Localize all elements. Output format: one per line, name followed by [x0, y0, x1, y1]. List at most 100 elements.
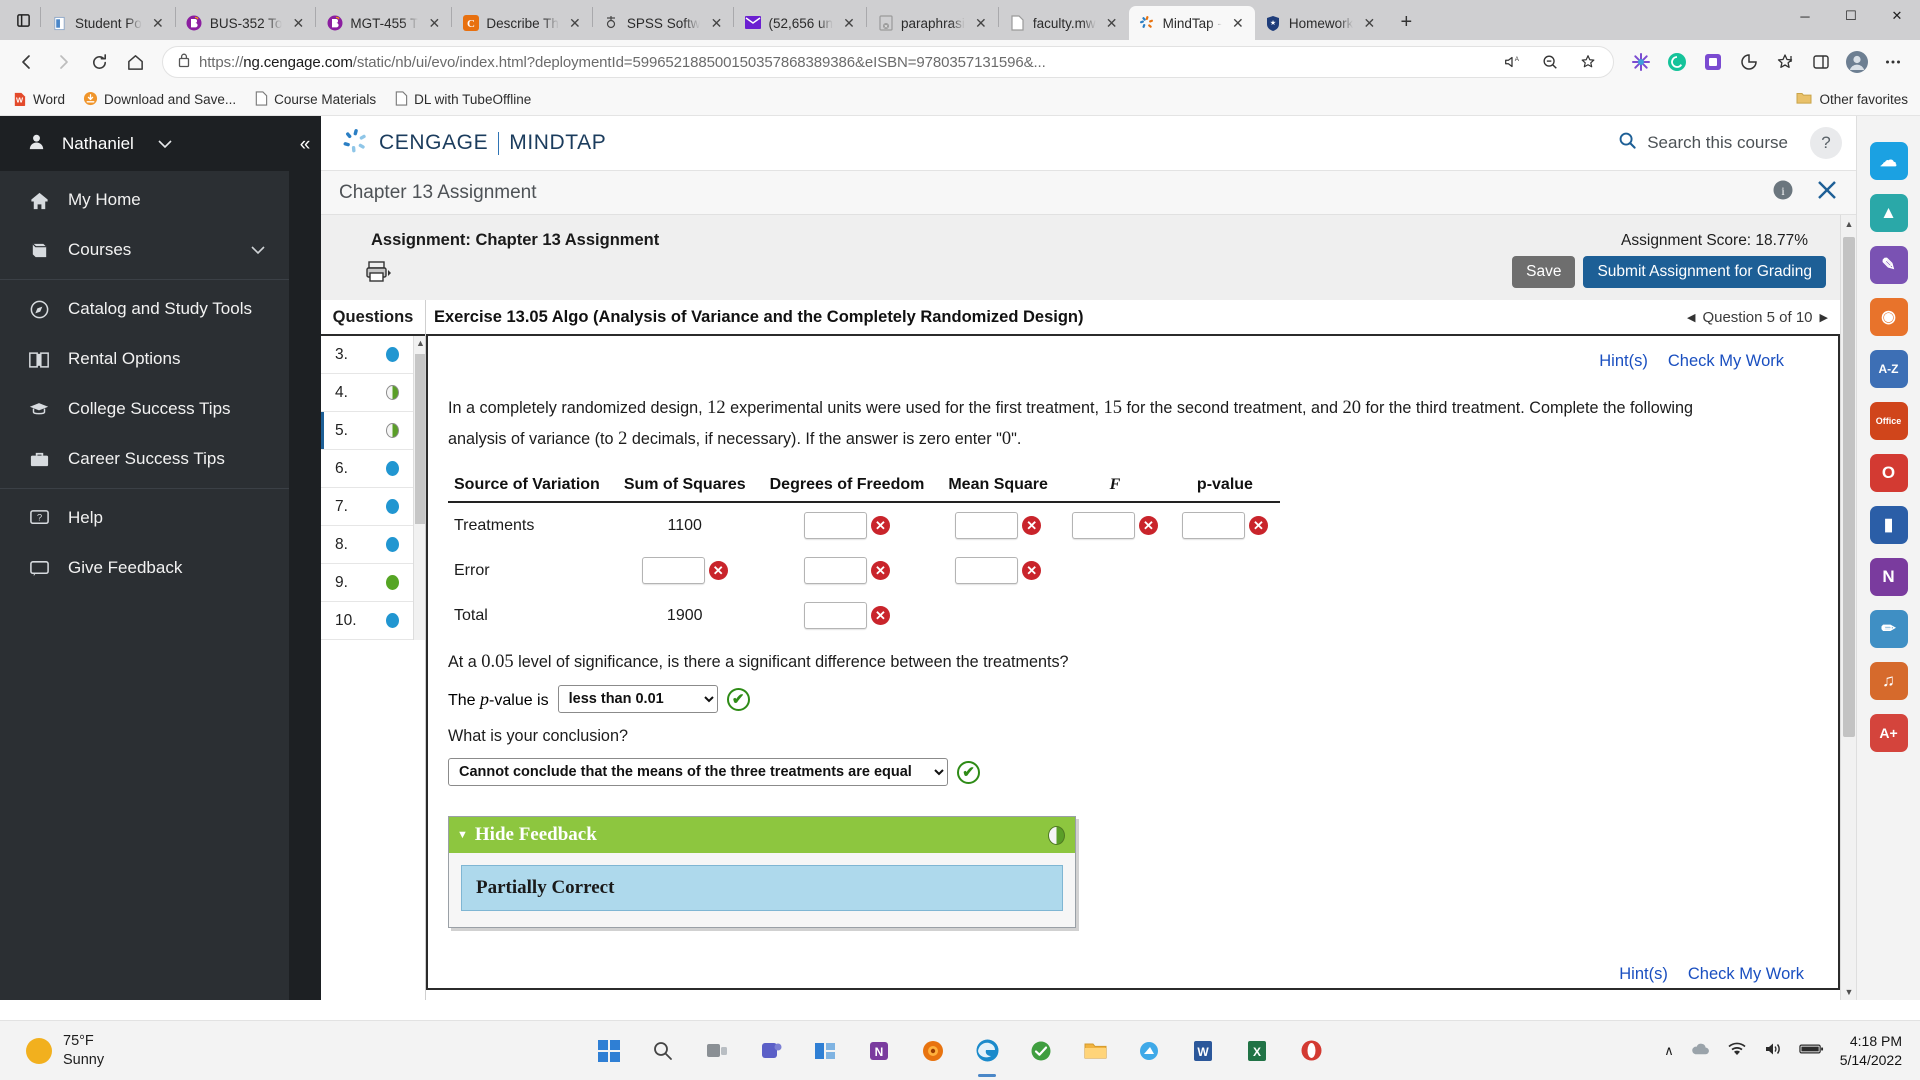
- course-search[interactable]: Search this course: [1618, 131, 1810, 155]
- browser-tab[interactable]: faculty.mw ✕: [999, 6, 1129, 40]
- question-nav-item[interactable]: 9.: [321, 564, 425, 602]
- battery-icon[interactable]: [1799, 1042, 1824, 1059]
- scrollbar-thumb[interactable]: [415, 354, 425, 524]
- question-nav-item[interactable]: 10.: [321, 602, 425, 640]
- close-window-button[interactable]: ✕: [1891, 8, 1903, 23]
- question-nav-item[interactable]: 3.: [321, 336, 425, 374]
- error-degrees-of-freedom-input[interactable]: [803, 557, 867, 585]
- close-icon[interactable]: ✕: [292, 15, 305, 31]
- submit-assignment-button[interactable]: Submit Assignment for Grading: [1583, 256, 1826, 288]
- sound-icon[interactable]: ♫: [1869, 662, 1908, 700]
- user-menu[interactable]: Nathaniel: [0, 116, 289, 171]
- treatments-p-value-input[interactable]: [1181, 512, 1245, 540]
- p-value-select[interactable]: less than 0.01: [557, 685, 718, 714]
- search-icon[interactable]: [646, 1034, 680, 1068]
- treatments-mean-square-input[interactable]: [955, 512, 1019, 540]
- bookmark-item[interactable]: DL with TubeOffline: [394, 90, 531, 109]
- error-sum-of-squares-input[interactable]: [641, 557, 705, 585]
- close-icon[interactable]: ✕: [710, 15, 723, 31]
- browser-tab-active[interactable]: MindTap - ✕: [1128, 6, 1255, 40]
- hints-link[interactable]: Hint(s): [1599, 352, 1648, 370]
- question-nav-item[interactable]: 4.: [321, 374, 425, 412]
- browser-tab[interactable]: SPSS Softw ✕: [593, 6, 734, 40]
- close-icon[interactable]: ✕: [974, 15, 987, 31]
- task-view-icon[interactable]: [700, 1034, 734, 1068]
- browser-tab[interactable]: C Describe Th ✕: [452, 6, 592, 40]
- question-nav-item[interactable]: 6.: [321, 450, 425, 488]
- opera-taskbar-icon[interactable]: [1294, 1034, 1328, 1068]
- onedrive-icon[interactable]: ☁: [1869, 142, 1908, 180]
- hints-link-bottom[interactable]: Hint(s): [1619, 965, 1668, 983]
- other-favorites[interactable]: Other favorites: [1796, 91, 1908, 108]
- word-taskbar-icon[interactable]: W: [1186, 1034, 1220, 1068]
- sidebar-collapse-button[interactable]: «: [289, 116, 321, 1000]
- pencil-icon[interactable]: ✏: [1869, 610, 1908, 648]
- info-icon[interactable]: i: [1772, 179, 1794, 206]
- check-app-icon[interactable]: [1024, 1034, 1058, 1068]
- close-icon[interactable]: ✕: [1232, 15, 1244, 31]
- check-my-work-link[interactable]: Check My Work: [1667, 352, 1784, 370]
- forward-icon[interactable]: [46, 45, 80, 79]
- close-icon[interactable]: ✕: [843, 15, 855, 31]
- close-icon[interactable]: ✕: [1105, 15, 1118, 31]
- scroll-up-icon[interactable]: ▲: [1844, 218, 1854, 229]
- minimize-button[interactable]: ─: [1800, 8, 1810, 24]
- extension-colorful-icon[interactable]: [1624, 45, 1658, 79]
- sidebar-item-courses[interactable]: Courses: [0, 225, 289, 275]
- tray-expand-icon[interactable]: ∧: [1664, 1042, 1674, 1058]
- assignment-scrollbar[interactable]: ▲ ▼: [1840, 215, 1856, 1000]
- edge-icon[interactable]: [970, 1034, 1004, 1068]
- check-my-work-link-bottom[interactable]: Check My Work: [1687, 965, 1804, 983]
- sidebar-item-career-success-tips[interactable]: Career Success Tips: [0, 434, 289, 484]
- printer-icon[interactable]: [365, 257, 405, 287]
- sidebar-item-give-feedback[interactable]: Give Feedback: [0, 543, 289, 593]
- back-icon[interactable]: [10, 45, 44, 79]
- opera-icon[interactable]: O: [1869, 454, 1908, 492]
- split-screen-icon[interactable]: [1804, 45, 1838, 79]
- scrollbar-thumb[interactable]: [1843, 237, 1855, 737]
- conclusion-select[interactable]: Cannot conclude that the means of the th…: [448, 758, 948, 787]
- question-list-scrollbar[interactable]: ▲: [413, 336, 425, 640]
- volume-icon[interactable]: [1763, 1041, 1783, 1060]
- maximize-button[interactable]: ☐: [1845, 8, 1857, 23]
- onenote-taskbar-icon[interactable]: N: [862, 1034, 896, 1068]
- firefox-icon[interactable]: [916, 1034, 950, 1068]
- browser-tab[interactable]: (52,656 un ✕: [734, 6, 866, 40]
- wifi-icon[interactable]: [1727, 1041, 1747, 1060]
- close-icon[interactable]: ✕: [151, 15, 164, 31]
- error-mean-square-input[interactable]: [955, 557, 1019, 585]
- sidebar-item-catalog-and-study-tools[interactable]: Catalog and Study Tools: [0, 284, 289, 334]
- scroll-down-icon[interactable]: ▼: [1844, 986, 1854, 997]
- rss-icon[interactable]: ◉: [1869, 298, 1908, 336]
- widgets-icon[interactable]: [808, 1034, 842, 1068]
- sidebar-item-rental-options[interactable]: Rental Options: [0, 334, 289, 384]
- close-icon[interactable]: ✕: [1363, 15, 1376, 31]
- onenote-icon[interactable]: N: [1869, 558, 1908, 596]
- previous-question-icon[interactable]: ◀: [1686, 311, 1696, 324]
- weather-widget[interactable]: 75°F Sunny: [0, 1032, 104, 1070]
- book-blue-icon[interactable]: ▮: [1869, 506, 1908, 544]
- treatments-f-input[interactable]: [1071, 512, 1135, 540]
- favorites-bar-icon[interactable]: [1768, 45, 1802, 79]
- question-nav-item-current[interactable]: 5.: [321, 412, 425, 450]
- office-icon[interactable]: Office: [1869, 402, 1908, 440]
- sidebar-item-college-success-tips[interactable]: College Success Tips: [0, 384, 289, 434]
- teams-icon[interactable]: [754, 1034, 788, 1068]
- paint-icon[interactable]: [1132, 1034, 1166, 1068]
- feedback-header[interactable]: ▼ Hide Feedback: [449, 817, 1075, 854]
- bookmark-item[interactable]: Course Materials: [254, 90, 376, 109]
- browser-essentials-icon[interactable]: [1732, 45, 1766, 79]
- next-question-icon[interactable]: ▶: [1819, 311, 1828, 324]
- question-nav-item[interactable]: 8.: [321, 526, 425, 564]
- tab-search-icon[interactable]: [6, 0, 40, 40]
- close-icon[interactable]: ✕: [428, 15, 441, 31]
- question-nav-item[interactable]: 7.: [321, 488, 425, 526]
- treatments-degrees-of-freedom-input[interactable]: [803, 512, 867, 540]
- start-icon[interactable]: [592, 1034, 626, 1068]
- pen-icon[interactable]: ✎: [1869, 246, 1908, 284]
- accessibility-icon[interactable]: A+: [1869, 714, 1908, 752]
- adobe-icon[interactable]: ▲: [1869, 194, 1908, 232]
- scroll-up-icon[interactable]: ▲: [416, 338, 425, 348]
- clock[interactable]: 4:18 PM 5/14/2022: [1840, 1032, 1902, 1070]
- total-degrees-of-freedom-input[interactable]: [803, 602, 867, 630]
